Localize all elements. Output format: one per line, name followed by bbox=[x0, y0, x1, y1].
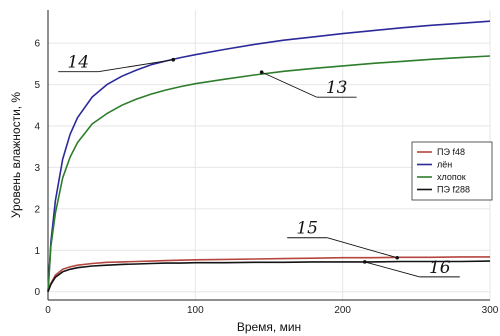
axes bbox=[47, 10, 490, 301]
y-tick-label: 0 bbox=[34, 287, 40, 298]
y-tick-label: 3 bbox=[34, 163, 40, 174]
annotation-label: 13 bbox=[326, 78, 348, 98]
y-axis-title: Уровень влажности, % bbox=[9, 92, 23, 219]
x-axis-title: Время, мин bbox=[237, 320, 301, 334]
y-tick-label: 5 bbox=[34, 80, 40, 91]
series-line bbox=[47, 55, 491, 292]
annotation-leader bbox=[327, 237, 398, 259]
y-tick-label: 1 bbox=[34, 246, 40, 257]
annotation-label: 15 bbox=[296, 219, 318, 239]
x-tick-label: 300 bbox=[482, 305, 499, 316]
annotations: 14 13 15 16 bbox=[58, 53, 460, 278]
tick-labels: 0 100 200 300 0 1 2 3 4 5 6 bbox=[34, 39, 498, 316]
annotation-leader bbox=[364, 261, 420, 278]
legend-label: ПЭ f288 bbox=[437, 185, 470, 195]
annotation-label: 16 bbox=[429, 258, 451, 278]
legend-label: ПЭ f48 bbox=[437, 147, 465, 157]
grid bbox=[47, 10, 491, 300]
series-line bbox=[47, 256, 490, 292]
x-tick-label: 0 bbox=[45, 305, 51, 316]
x-tick-label: 100 bbox=[187, 305, 204, 316]
series-line bbox=[47, 260, 491, 292]
legend-label: хлопок bbox=[437, 172, 466, 182]
legend-label: лён bbox=[437, 160, 452, 170]
y-tick-label: 2 bbox=[34, 204, 40, 215]
y-tick-label: 6 bbox=[34, 39, 40, 50]
annotation-leader bbox=[98, 59, 174, 73]
annotation-label: 14 bbox=[67, 53, 89, 73]
y-tick-label: 4 bbox=[34, 122, 40, 133]
legend: ПЭ f48 лён хлопок ПЭ f288 bbox=[411, 141, 493, 201]
annotation-leader bbox=[261, 71, 317, 98]
x-tick-label: 200 bbox=[334, 305, 351, 316]
